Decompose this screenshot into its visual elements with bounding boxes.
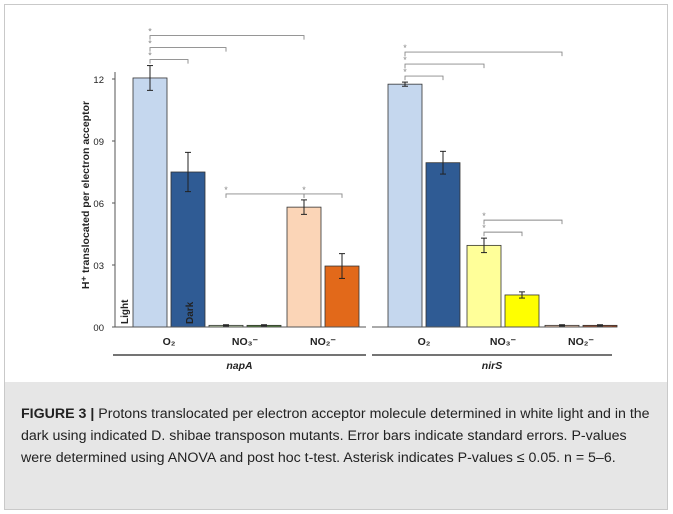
significance-asterisk: * [482,223,486,233]
category-label: NO₃⁻ [490,336,517,348]
significance-asterisk: * [302,185,306,195]
bar-nirS-0-light [387,83,423,328]
significance-asterisk: * [403,43,407,53]
bar-nirS-1-light [466,244,502,328]
significance-bracket [149,35,305,40]
group-label-nirS: nirS [482,360,502,372]
caption-label: FIGURE 3 | [21,406,95,422]
y-tick-label: 12 [93,75,104,86]
y-tick-label: 03 [93,261,104,272]
category-label: NO₂⁻ [310,336,336,348]
significance-asterisk: * [403,55,407,65]
category-label: NO₃⁻ [232,336,259,348]
series-label-light: Light [120,299,131,324]
bar-nirS-1-dark [504,294,540,328]
bar-napA-0-light [132,77,168,328]
significance-bracket [303,193,343,198]
y-axis-title: H⁺ translocated per electron acceptor [80,101,92,289]
y-tick-label: 06 [93,199,104,210]
bar-napA-2-light [286,206,322,328]
bar-chart: H⁺ translocated per electron acceptor 00 0… [80,27,618,372]
significance-asterisk: * [224,185,228,195]
figure-caption: FIGURE 3 | Protons translocated per elec… [21,403,651,469]
significance-bracket [149,47,227,52]
category-label: O₂ [163,336,176,348]
y-tick-label: 09 [93,137,104,148]
group-label-napA: napA [226,360,252,372]
caption-band [4,382,668,510]
category-label: O₂ [418,336,431,348]
significance-bracket [404,75,444,81]
significance-bracket [483,231,523,237]
significance-asterisk: * [148,27,152,37]
bar-nirS-0-dark [425,162,461,328]
significance-asterisk: * [482,211,486,221]
significance-bracket [483,219,563,225]
significance-asterisk: * [148,39,152,49]
y-tick-label: 00 [93,323,104,334]
series-label-dark: Dark [185,301,196,324]
significance-bracket [404,51,563,57]
bar-napA-0-dark [170,171,206,328]
category-label: NO₂⁻ [568,336,594,348]
caption-text: Protons translocated per electron accept… [21,406,650,466]
significance-bracket [404,63,485,69]
significance-asterisk: * [403,67,407,77]
significance-bracket [149,59,189,64]
significance-bracket [225,193,305,198]
significance-asterisk: * [148,51,152,61]
